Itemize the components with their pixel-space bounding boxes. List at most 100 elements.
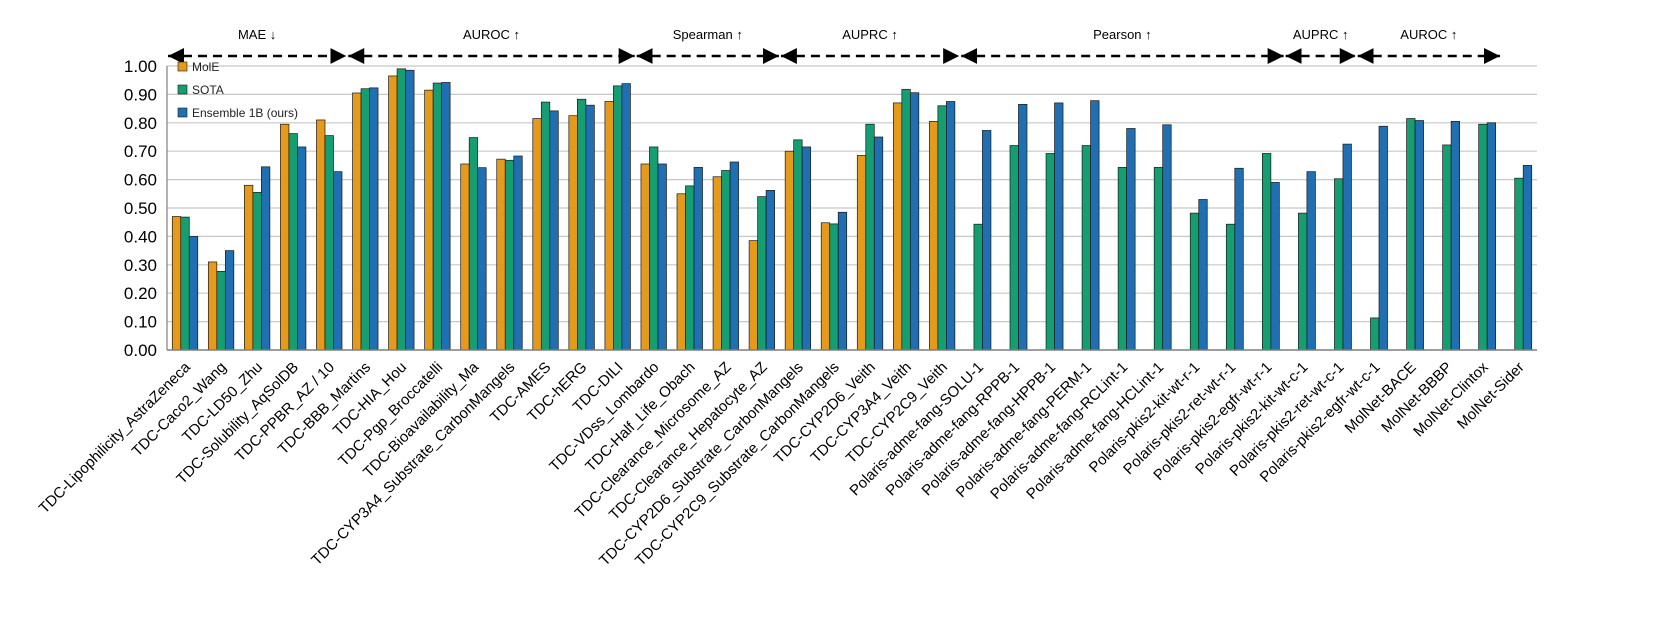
bar-ensemble-1b-ours bbox=[621, 83, 631, 351]
bar-sota bbox=[865, 123, 875, 351]
bar-ensemble-1b-ours bbox=[657, 163, 667, 351]
bar-mole bbox=[244, 184, 254, 351]
group-metric-label: AUPRC ↑ bbox=[1293, 27, 1349, 42]
y-tick-label: 0.70 bbox=[124, 142, 157, 161]
bar-sota bbox=[180, 216, 190, 351]
x-tick-label: TDC-Lipophilicity_AstraZeneca bbox=[36, 358, 195, 517]
group-metric-label: AUPRC ↑ bbox=[842, 27, 898, 42]
group-metric-label: Pearson ↑ bbox=[1093, 27, 1152, 42]
bar-sota bbox=[1370, 317, 1380, 351]
group-metric-label: MAE ↓ bbox=[238, 27, 276, 42]
y-tick-label: 0.40 bbox=[124, 227, 157, 246]
bar-ensemble-1b-ours bbox=[1198, 199, 1208, 351]
bar-mole bbox=[892, 102, 903, 351]
y-tick-label: 0.20 bbox=[124, 284, 157, 303]
bar-sota bbox=[360, 88, 370, 351]
bar-mole bbox=[676, 193, 686, 351]
y-axis-tick-labels: 0.00 0.10 0.20 0.30 0.40 0.50 0.60 0.70 0.80 0.90… bbox=[124, 57, 157, 360]
bar-ensemble-1b-ours bbox=[1414, 120, 1424, 351]
bar-sota bbox=[721, 170, 731, 351]
bar-sota bbox=[649, 146, 659, 351]
bar-ensemble-1b-ours bbox=[549, 110, 559, 351]
bar-mole bbox=[568, 115, 578, 351]
bar-sota bbox=[793, 139, 803, 351]
bar-sota bbox=[288, 133, 298, 351]
bar-mole bbox=[460, 163, 470, 351]
bar-mole bbox=[856, 155, 867, 351]
bar-ensemble-1b-ours bbox=[1054, 102, 1064, 351]
y-tick-label: 0.30 bbox=[124, 256, 157, 275]
bar-mole bbox=[712, 176, 722, 351]
bar-ensemble-1b-ours bbox=[1090, 100, 1100, 351]
bar-ensemble-1b-ours bbox=[729, 161, 739, 351]
bar-mole bbox=[316, 119, 326, 351]
y-tick-label: 0.50 bbox=[124, 199, 157, 218]
y-tick-label: 0.90 bbox=[124, 85, 157, 104]
legend-swatch bbox=[177, 107, 188, 118]
bar-sota bbox=[901, 88, 911, 351]
bar-ensemble-1b-ours bbox=[477, 167, 487, 351]
bar-ensemble-1b-ours bbox=[1378, 125, 1388, 351]
bar-mole bbox=[280, 123, 290, 351]
bar-ensemble-1b-ours bbox=[1270, 182, 1280, 351]
bar-sota bbox=[216, 270, 226, 351]
bar-sota bbox=[973, 223, 983, 351]
bar-ensemble-1b-ours bbox=[1486, 122, 1497, 351]
legend-swatch bbox=[177, 61, 188, 72]
y-tick-label: 0.10 bbox=[124, 313, 157, 332]
bar-sota bbox=[1334, 178, 1344, 351]
y-tick-label: 0.60 bbox=[124, 171, 157, 190]
bar-ensemble-1b-ours bbox=[801, 146, 812, 351]
bar-mole bbox=[388, 75, 398, 351]
bar-ensemble-1b-ours bbox=[188, 236, 199, 351]
bar-sota bbox=[613, 85, 623, 351]
group-metric-label: AUROC ↑ bbox=[463, 27, 520, 42]
bar-sota bbox=[1225, 223, 1236, 351]
bar-sota bbox=[1262, 153, 1272, 351]
bar-sota bbox=[468, 137, 479, 351]
bar-ensemble-1b-ours bbox=[693, 167, 703, 351]
bar-ensemble-1b-ours bbox=[909, 92, 920, 351]
bar-mole bbox=[748, 240, 758, 351]
legend-swatch bbox=[177, 84, 188, 95]
bar-sota bbox=[757, 196, 767, 351]
bar-ensemble-1b-ours bbox=[261, 166, 271, 351]
bar-ensemble-1b-ours bbox=[982, 130, 992, 351]
bar-mole bbox=[532, 118, 542, 351]
bar-ensemble-1b-ours bbox=[224, 250, 235, 351]
bar-ensemble-1b-ours bbox=[837, 211, 848, 351]
metric-group-arrows: MAE ↓ AUROC ↑ Spearman ↑ AUPRC ↑ Pearson ↑ AU… bbox=[168, 27, 1500, 64]
y-tick-label: 1.00 bbox=[124, 57, 157, 76]
bar-sota bbox=[577, 98, 587, 351]
bar-sota bbox=[432, 82, 442, 351]
bar-sota bbox=[1009, 145, 1019, 351]
bar-ensemble-1b-ours bbox=[1126, 128, 1136, 351]
bar-sota bbox=[685, 185, 695, 351]
bar-ensemble-1b-ours bbox=[333, 171, 343, 351]
group-metric-label: Spearman ↑ bbox=[673, 27, 743, 42]
bar-mole bbox=[424, 89, 434, 351]
bar-ensemble-1b-ours bbox=[873, 136, 884, 351]
legend-label: MolE bbox=[192, 60, 219, 74]
bar-sota bbox=[396, 68, 406, 351]
bar-sota bbox=[937, 105, 947, 351]
bars bbox=[171, 68, 1533, 351]
bar-ensemble-1b-ours bbox=[1342, 143, 1352, 351]
bar-sota bbox=[324, 135, 334, 351]
x-axis-tick-labels: TDC-Lipophilicity_AstraZenecaTDC-Caco2_W… bbox=[36, 358, 1528, 569]
bar-sota bbox=[829, 223, 839, 351]
bar-sota bbox=[1478, 123, 1488, 351]
bar-mole bbox=[929, 121, 939, 351]
bar-mole bbox=[640, 163, 650, 351]
bar-mole bbox=[604, 101, 614, 351]
bar-mole bbox=[352, 92, 362, 351]
bar-sota bbox=[1189, 212, 1200, 351]
bar-ensemble-1b-ours bbox=[1234, 167, 1244, 351]
bar-ensemble-1b-ours bbox=[946, 101, 956, 351]
bar-sota bbox=[1081, 145, 1091, 351]
bar-sota bbox=[1406, 118, 1416, 351]
bar-sota bbox=[1045, 153, 1055, 351]
bar-mole bbox=[496, 158, 506, 351]
bar-sota bbox=[504, 159, 515, 351]
